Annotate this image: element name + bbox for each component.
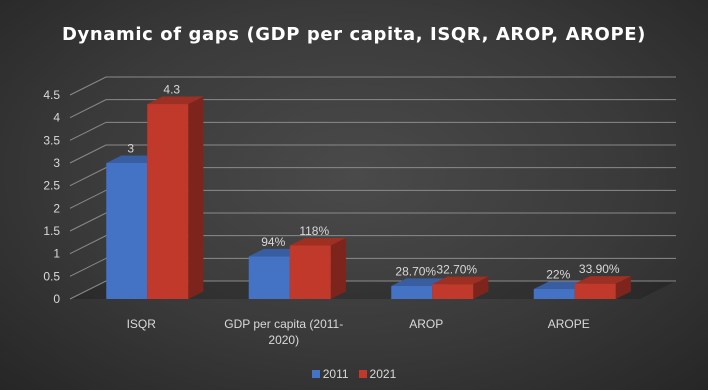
y-tick-label: 0 [53, 292, 60, 306]
data-label: 28.70% [395, 264, 436, 278]
bar-side [615, 276, 631, 299]
gridline [69, 235, 676, 255]
data-label: 32.70% [436, 263, 477, 277]
chart-floor [70, 281, 676, 299]
bar-top [574, 276, 631, 284]
data-label: 3 [127, 141, 134, 155]
y-tick-label: 4 [53, 111, 60, 125]
bar-2021 [432, 284, 474, 299]
gridline [69, 189, 676, 209]
bar-2011 [106, 163, 148, 299]
gridline [69, 212, 676, 232]
data-label: 94% [261, 235, 285, 249]
gridline [69, 257, 676, 277]
legend-item-2011: 2011 [311, 367, 349, 381]
bar-top [432, 276, 489, 285]
y-tick-label: 1.5 [43, 224, 60, 238]
data-label: 118% [299, 224, 329, 238]
x-tick-label: GDP per capita (2011- [224, 317, 343, 331]
bar-2021 [147, 104, 189, 299]
y-tick-label: 2 [53, 201, 60, 215]
y-tick-label: 3.5 [43, 133, 60, 147]
bar-top [147, 96, 204, 105]
bar-side [473, 276, 489, 299]
legend-swatch-2011 [311, 370, 320, 378]
legend: 2011 2021 [0, 367, 708, 381]
data-label: 33.90% [579, 262, 620, 276]
data-label: 22% [546, 267, 570, 281]
x-tick-label: AROPE [548, 317, 590, 331]
legend-swatch-2021 [358, 370, 367, 378]
chart-title: Dynamic of gaps (GDP per capita, ISQR, A… [62, 24, 646, 45]
x-tick-label: ISQR [127, 317, 157, 331]
y-tick-label: 0.5 [43, 269, 60, 283]
gridline [69, 121, 676, 141]
gridline [69, 76, 676, 96]
gridline [69, 99, 676, 119]
x-tick-label: 2020) [268, 333, 299, 347]
bar-2011 [248, 256, 290, 299]
legend-label-2021: 2021 [369, 367, 397, 381]
bar-2021 [574, 283, 616, 299]
bar-side [188, 96, 204, 299]
bar-side [330, 237, 346, 299]
x-tick-label: AROP [409, 317, 443, 331]
data-label: 4.3 [163, 83, 180, 97]
bar-2011 [391, 285, 433, 299]
y-tick-label: 4.5 [43, 88, 60, 102]
bar-2021 [289, 245, 331, 299]
y-tick-label: 1 [53, 247, 60, 261]
legend-item-2021: 2021 [358, 367, 397, 381]
legend-label-2011: 2011 [322, 367, 349, 381]
gridline [69, 167, 676, 187]
y-tick-label: 3 [53, 156, 60, 170]
gridline [69, 144, 676, 164]
bar-top [289, 237, 346, 246]
y-tick-label: 2.5 [43, 179, 60, 193]
bar-2011 [533, 289, 575, 299]
